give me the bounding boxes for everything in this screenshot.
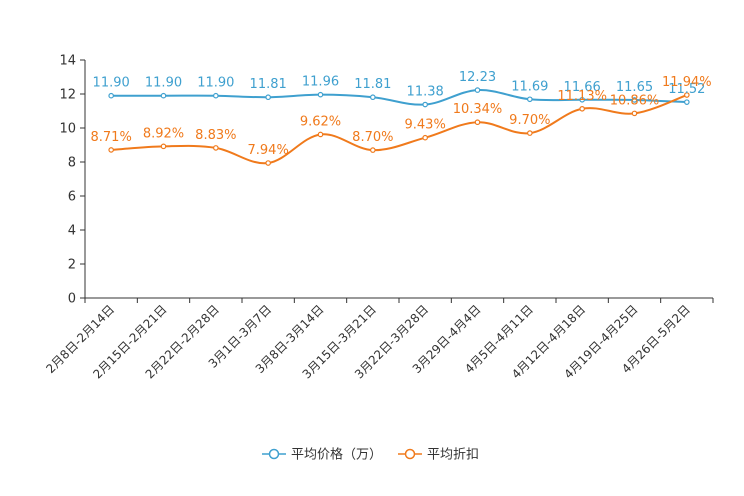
data-point-avg-discount[interactable] — [370, 147, 376, 153]
series-avg-discount — [108, 92, 690, 166]
data-label-avg-price: 11.90 — [93, 76, 130, 91]
data-label-avg-price: 11.52 — [668, 82, 705, 97]
data-label-avg-price: 11.66 — [564, 80, 601, 95]
data-point-avg-discount[interactable] — [684, 92, 690, 98]
data-point-avg-price[interactable] — [317, 91, 324, 98]
data-point-avg-price[interactable] — [370, 94, 376, 101]
data-point-avg-discount[interactable] — [160, 143, 167, 150]
data-point-avg-price[interactable] — [631, 97, 638, 103]
data-point-avg-price[interactable] — [160, 92, 167, 99]
data-label-avg-discount: 8.71% — [91, 130, 132, 145]
legend-marker-icon — [268, 448, 280, 460]
data-label-avg-price: 12.23 — [459, 70, 496, 85]
y-tick-label: 12 — [59, 88, 76, 103]
data-label-avg-price: 11.81 — [250, 77, 287, 92]
legend-label: 平均价格（万） — [291, 447, 382, 463]
data-point-avg-discount[interactable] — [631, 110, 638, 117]
series-avg-price — [108, 87, 690, 108]
data-label-avg-price: 11.90 — [197, 76, 234, 91]
data-labels: 11.90 11.90 11.90 11.81 11.96 11.81 11.38 12.23… — [91, 70, 712, 158]
data-label-avg-discount: 7.94% — [248, 143, 289, 158]
y-tick-label: 6 — [68, 190, 76, 205]
data-label-avg-price: 11.90 — [145, 76, 182, 91]
data-point-avg-discount[interactable] — [317, 131, 324, 138]
data-label-avg-discount: 9.43% — [405, 118, 446, 133]
legend-item-avg-price[interactable]: 平均价格（万） — [262, 447, 382, 463]
data-label-avg-price: 11.38 — [407, 85, 444, 100]
legend[interactable]: 平均价格（万） 平均折扣 — [262, 447, 479, 463]
legend-item-avg-discount[interactable]: 平均折扣 — [398, 448, 479, 463]
data-point-avg-discount[interactable] — [474, 119, 481, 126]
data-label-avg-discount: 9.70% — [509, 113, 550, 128]
series-line-avg-price — [111, 89, 687, 106]
data-label-avg-discount: 11.94% — [662, 75, 712, 90]
data-label-avg-price: 11.81 — [354, 77, 391, 92]
data-point-avg-price[interactable] — [474, 87, 481, 93]
x-axis: 2月8日-2月14日2月15日-2月21日2月22日-2月28日3月1日-3月7… — [43, 297, 714, 382]
legend-marker-icon — [404, 448, 416, 460]
data-point-avg-price[interactable] — [265, 94, 271, 101]
data-label-avg-price: 11.96 — [302, 75, 339, 90]
y-tick-label: 4 — [68, 224, 76, 239]
data-label-avg-discount: 8.70% — [352, 130, 393, 145]
legend-label: 平均折扣 — [427, 448, 479, 463]
y-tick-label: 8 — [68, 156, 76, 171]
data-label-avg-discount: 10.34% — [453, 102, 503, 117]
data-point-avg-discount[interactable] — [108, 147, 114, 153]
data-label-avg-discount: 8.83% — [195, 128, 236, 143]
data-point-avg-price[interactable] — [108, 92, 114, 99]
series-layer — [108, 87, 690, 166]
data-point-avg-discount[interactable] — [579, 105, 585, 112]
data-point-avg-discount[interactable] — [422, 134, 428, 141]
y-tick-label: 0 — [68, 292, 76, 307]
data-label-avg-discount: 11.13% — [557, 89, 607, 104]
data-point-avg-price[interactable] — [527, 96, 533, 103]
data-point-avg-price[interactable] — [684, 99, 690, 105]
data-point-avg-discount[interactable] — [265, 160, 271, 166]
y-tick-label: 10 — [59, 122, 76, 137]
y-tick-label: 14 — [59, 54, 76, 69]
data-label-avg-discount: 8.92% — [143, 126, 184, 141]
series-line-avg-discount — [111, 94, 688, 165]
data-point-avg-price[interactable] — [422, 101, 428, 108]
data-label-avg-discount: 9.62% — [300, 114, 341, 129]
data-label-avg-discount: 10.86% — [610, 93, 660, 108]
data-point-avg-price[interactable] — [579, 96, 585, 103]
data-label-avg-price: 11.65 — [616, 80, 653, 95]
data-point-avg-discount[interactable] — [213, 145, 219, 151]
data-point-avg-discount[interactable] — [527, 130, 533, 136]
y-axis: 0 2 4 6 8 10 12 14 — [59, 54, 86, 307]
data-point-avg-price[interactable] — [213, 92, 219, 99]
data-label-avg-price: 11.69 — [511, 79, 548, 94]
y-tick-label: 2 — [68, 258, 76, 273]
